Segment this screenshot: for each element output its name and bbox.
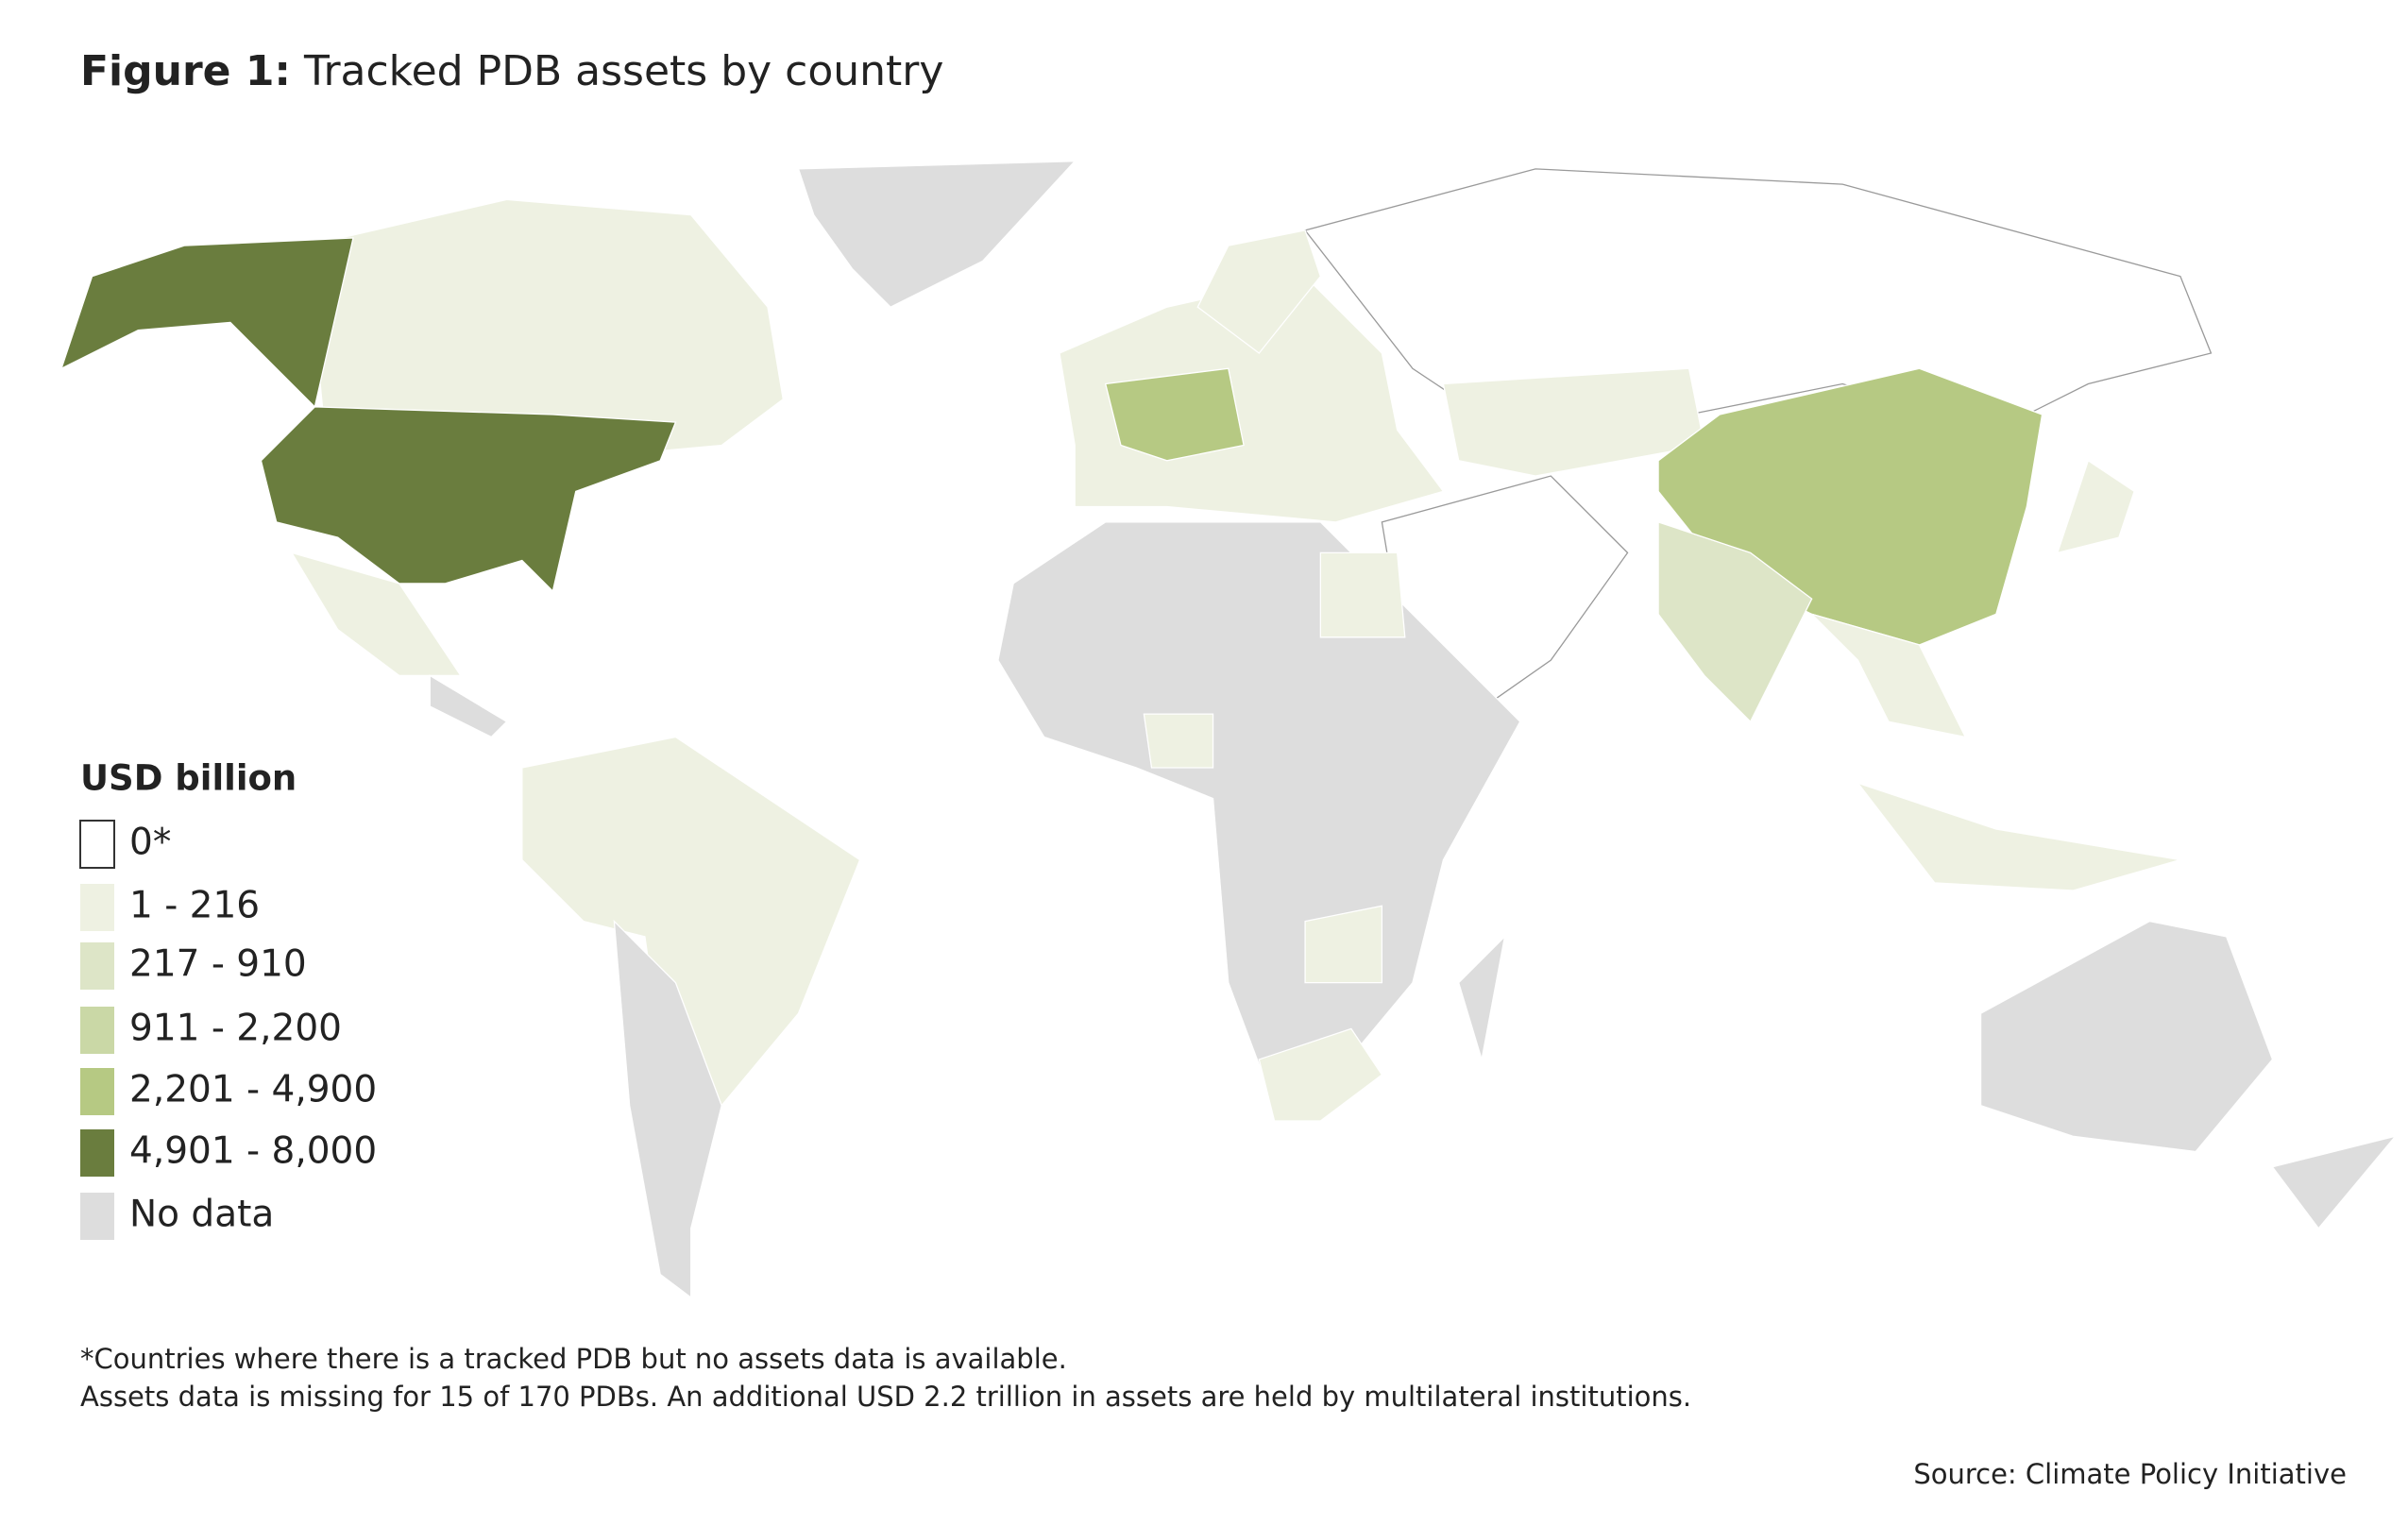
alaska [59, 237, 354, 409]
southeast-asia [1809, 613, 1967, 738]
legend-label: 911 - 2,200 [129, 1008, 342, 1050]
nigeria [1143, 713, 1214, 769]
legend-label: 4,901 - 8,000 [129, 1130, 377, 1173]
footnote: *Countries where there is a tracked PDB … [80, 1343, 1067, 1375]
source: Source: Climate Policy Initiative [1913, 1458, 2347, 1490]
scandinavia [1196, 229, 1322, 354]
japan [2056, 459, 2135, 554]
russia [1303, 168, 2213, 431]
legend-swatch [79, 820, 115, 869]
legend-label: 0* [129, 822, 171, 864]
zambia [1304, 905, 1383, 984]
footnote: Assets data is missing for 15 of 170 PDB… [80, 1381, 1691, 1413]
legend-title: USD billion [80, 758, 297, 799]
new-zealand [2271, 1135, 2398, 1229]
central-asia [1442, 367, 1705, 477]
india [1657, 520, 1813, 723]
legend-label: 217 - 910 [129, 943, 307, 986]
legend: 0* 1 - 216 217 - 910 911 - 2,200 2,201 - 4,9… [79, 820, 377, 1240]
france-germany [1104, 367, 1245, 462]
usa [260, 406, 677, 593]
egypt [1319, 551, 1406, 638]
figure-label: Figure 1: [80, 47, 291, 95]
legend-label: 1 - 216 [129, 885, 260, 927]
greenland [797, 161, 1077, 308]
indonesia [1856, 781, 2181, 891]
legend-swatch [80, 1193, 114, 1240]
australia [1979, 920, 2274, 1153]
title-text: Tracked PDB assets by country [303, 47, 943, 95]
madagascar [1457, 934, 1506, 1060]
legend-swatch [80, 884, 114, 931]
world-map [59, 161, 2398, 1299]
legend-label: 2,201 - 4,900 [129, 1069, 377, 1111]
figure-title: Figure 1: Tracked PDB assets by country [80, 47, 943, 95]
legend-swatch [80, 1007, 114, 1054]
legend-swatch [80, 1068, 114, 1115]
southern-cone [613, 919, 722, 1299]
central-america [429, 674, 508, 738]
legend-swatch [80, 1129, 114, 1177]
legend-label: No data [129, 1194, 274, 1236]
south-africa [1258, 1027, 1383, 1122]
legend-swatch [80, 942, 114, 990]
